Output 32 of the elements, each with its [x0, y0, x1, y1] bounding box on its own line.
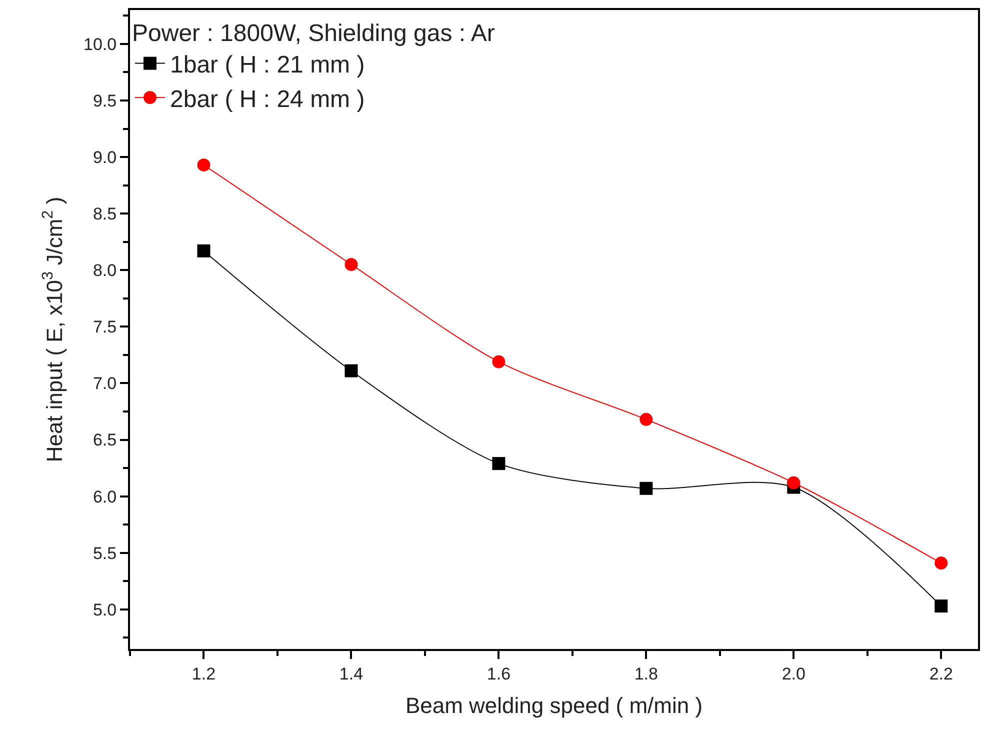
- point: [934, 600, 948, 613]
- point: [344, 364, 358, 378]
- point: [344, 258, 358, 271]
- point: [492, 457, 506, 470]
- x-tick-label: 1.8: [634, 664, 658, 684]
- y-tick-label: 7.5: [92, 318, 117, 337]
- y-tick-label: 9.5: [92, 91, 117, 110]
- x-axis-title: Beam welding speed ( m/min ): [405, 692, 703, 718]
- y-tick-label: 9.0: [92, 148, 117, 167]
- x-tick-label: 2.2: [929, 664, 953, 684]
- point: [787, 476, 800, 490]
- x-tick-label: 2.0: [782, 664, 806, 684]
- point: [640, 482, 653, 495]
- y-tick-label: 5.0: [92, 600, 117, 620]
- y-tick-label: 6.5: [92, 430, 117, 450]
- point: [492, 355, 506, 368]
- x-tick-label: 1.2: [192, 664, 216, 684]
- point: [640, 412, 653, 426]
- legend-title: Power : 1800W, Shielding gas : Ar: [132, 20, 495, 48]
- y-tick-label: 8.0: [92, 261, 117, 280]
- y-tick-label: 5.5: [92, 544, 117, 563]
- point: [197, 244, 210, 258]
- x-tick-label: 1.4: [339, 664, 364, 684]
- point: [934, 556, 948, 570]
- y-tick-label: 6.0: [92, 487, 117, 506]
- legend-label: 2bar ( H : 24 mm ): [170, 86, 365, 113]
- x-tick-label: 1.6: [486, 664, 511, 684]
- y-tick-label: 8.5: [92, 204, 117, 224]
- y-tick-label: 7.0: [92, 374, 117, 394]
- y-tick-label: 10.0: [84, 34, 117, 54]
- point: [197, 158, 210, 172]
- legend-label: 1bar ( H : 21 mm ): [170, 52, 365, 79]
